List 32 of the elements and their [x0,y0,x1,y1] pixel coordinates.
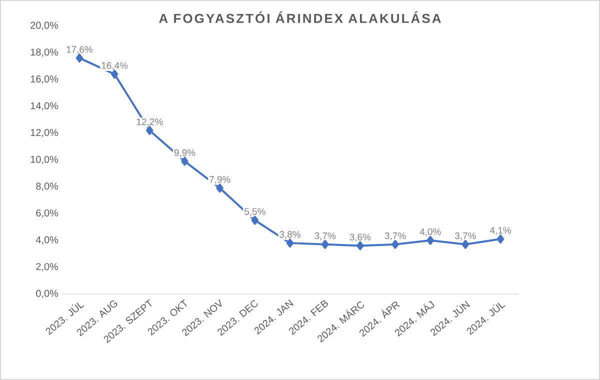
data-label: 17,6% [66,46,93,54]
data-label: 5,5% [244,208,266,216]
point [76,54,84,63]
data-label: 16,4% [102,62,128,70]
chart-title: A FOGYASZTÓI ÁRINDEX ALAKULÁSA [159,11,441,24]
y-tick-label: 2,0% [36,263,58,272]
point [496,234,504,244]
point [110,70,118,79]
y-tick-label: 16,0% [30,75,58,84]
y-tick-label: 10,0% [30,156,58,164]
point [356,241,364,250]
data-label: 4,1% [490,227,511,235]
y-tick-label: 14,0% [30,102,58,110]
y-tick-label: 18,0% [30,48,58,57]
data-label: 3,7% [314,232,336,240]
data-label: 3,6% [350,234,371,242]
data-label: 7,9% [210,176,230,184]
data-label: 12,2% [136,118,163,126]
y-tick-label: 6,0% [36,209,58,218]
point [146,126,154,135]
point [286,238,294,248]
y-tick-label: 12,0% [30,129,58,138]
point [216,184,224,193]
data-label: 4,0% [420,228,441,236]
y-tick-label: 20,0% [30,22,58,30]
data-label: 3,7% [384,232,406,240]
y-tick-label: 4,0% [36,236,58,245]
data-label: 9,9% [174,149,196,158]
data-label: 3,7% [455,232,476,240]
y-tick-label: 0,0% [36,290,58,298]
data-label: 3,8% [280,231,300,239]
y-tick-label: 8,0% [36,182,58,191]
